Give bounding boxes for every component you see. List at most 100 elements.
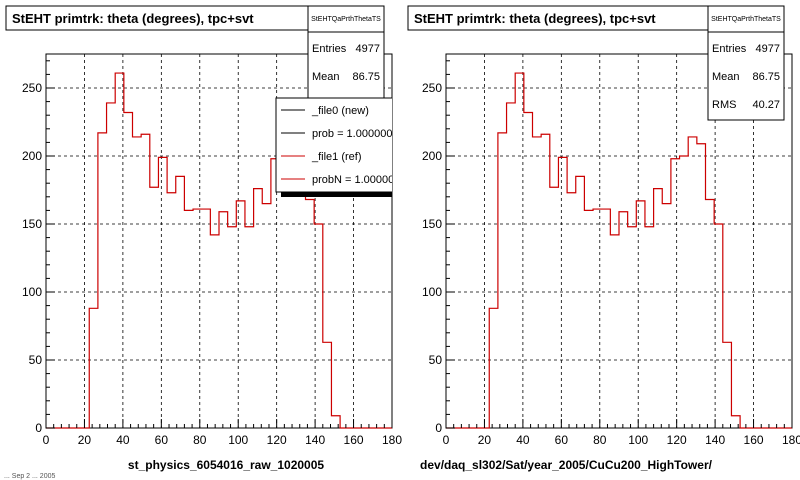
histogram-bin [636, 201, 645, 428]
x-tick-label: 20 [78, 433, 92, 447]
left-xlabel: st_physics_6054016_raw_1020005 [128, 458, 324, 472]
histogram-series-line [446, 72, 792, 429]
x-tick-label: 180 [382, 433, 402, 447]
histogram-bin [236, 201, 245, 428]
footer-timestamp: ... Sep 2 ... 2005 [4, 473, 55, 480]
histogram-bin [706, 200, 715, 428]
histogram-bin [323, 342, 332, 428]
histogram-bin [314, 224, 323, 428]
histogram-bin [254, 189, 263, 428]
histogram-bin [228, 227, 237, 428]
histogram-bin [210, 235, 219, 428]
histogram-bin [602, 209, 611, 428]
histogram-bin [133, 137, 142, 428]
histogram-bin [176, 176, 185, 428]
y-tick-label: 0 [435, 421, 442, 435]
right-axes: 0 20 40 60 80 100 120 140 160 180 0 50 100 150 200 250 [422, 60, 800, 447]
histogram-bin [507, 103, 516, 428]
y-tick-label: 200 [22, 149, 42, 163]
x-tick-label: 0 [43, 433, 50, 447]
y-tick-label: 200 [422, 149, 442, 163]
legend-entry-prob: prob = 1.000000 [312, 128, 392, 140]
histogram-bin [671, 159, 680, 428]
right-stats-mean-value: 86.75 [752, 71, 780, 83]
legend-entry-file0: _file0 (new) [311, 105, 369, 117]
histogram-bin [498, 133, 507, 428]
histogram-bin [115, 73, 124, 428]
left-stats-mean-label: Mean [312, 71, 340, 83]
right-xlabel: dev/daq_sl302/Sat/year_2005/CuCu200_High… [420, 458, 713, 472]
left-title: StEHT primtrk: theta (degrees), tpc+svt [12, 11, 254, 26]
right-stats-entries-label: Entries [712, 43, 747, 55]
histogram-bin [662, 204, 671, 428]
right-stats-mean-label: Mean [712, 71, 740, 83]
right-stats-rms-label: RMS [712, 99, 736, 111]
histogram-bin [141, 134, 150, 428]
histogram-bin [124, 112, 133, 428]
y-tick-label: 150 [22, 217, 42, 231]
histogram-bin [619, 212, 628, 428]
histogram-bin [714, 224, 723, 428]
histogram-bin [697, 144, 706, 428]
x-tick-label: 120 [667, 433, 687, 447]
histogram-bin [245, 227, 254, 428]
x-tick-label: 60 [155, 433, 169, 447]
left-stats-mean-value: 86.75 [352, 71, 380, 83]
histogram-bin [150, 187, 159, 428]
x-tick-label: 40 [116, 433, 130, 447]
x-tick-label: 160 [744, 433, 764, 447]
histogram-bin [489, 308, 498, 428]
histogram-bin [567, 193, 576, 428]
histogram-bin [610, 235, 619, 428]
x-tick-label: 100 [628, 433, 648, 447]
histogram-bin [645, 227, 654, 428]
x-tick-label: 140 [705, 433, 725, 447]
y-tick-label: 50 [429, 353, 443, 367]
x-tick-label: 120 [267, 433, 287, 447]
y-tick-label: 250 [22, 81, 42, 95]
y-tick-label: 0 [35, 421, 42, 435]
legend-entry-probn: probN = 1.000000 [312, 174, 400, 186]
left-stats-name: StEHTQaPrthThetaTS [311, 16, 381, 23]
y-tick-label: 250 [422, 81, 442, 95]
right-stats-rms-value: 40.27 [752, 99, 780, 111]
y-tick-label: 100 [422, 285, 442, 299]
y-tick-label: 100 [22, 285, 42, 299]
x-tick-label: 0 [443, 433, 450, 447]
x-tick-label: 20 [478, 433, 492, 447]
left-stats-entries-value: 4977 [356, 43, 380, 55]
histogram-bin [271, 159, 280, 428]
x-tick-label: 80 [593, 433, 607, 447]
histogram-bin [202, 209, 211, 428]
histogram-bin [628, 227, 637, 428]
histogram-bin [558, 157, 567, 428]
histogram-bin [158, 157, 167, 428]
left-title-box [5, 5, 309, 31]
left-stats-box [307, 5, 385, 101]
x-tick-label: 160 [344, 433, 364, 447]
left-histogram [46, 72, 392, 429]
y-tick-label: 50 [29, 353, 43, 367]
right-histogram [446, 72, 792, 429]
histogram-bin [541, 134, 550, 428]
histogram-bin [593, 209, 602, 428]
histogram-bin [584, 210, 593, 428]
histogram-bin [654, 189, 663, 428]
legend-box [275, 97, 392, 193]
right-stats-name: StEHTQaPrthThetaTS [711, 16, 781, 23]
right-panel: 0 20 40 60 80 100 120 140 160 180050100150200250 … [407, 5, 800, 472]
histogram-bin [193, 209, 202, 428]
histogram-bin [731, 416, 740, 428]
histogram-bin [184, 210, 193, 428]
histogram-bin [550, 187, 559, 428]
histogram-bin [219, 212, 228, 428]
histogram-bin [306, 200, 315, 428]
x-tick-label: 60 [555, 433, 569, 447]
histogram-bin [680, 156, 689, 428]
histogram-bin [98, 133, 107, 428]
histogram-bin [576, 176, 585, 428]
left-axes: 0 20 40 60 80 100 120 140 160 180 0 50 100 150 200 250 [22, 60, 402, 447]
right-title-box [407, 5, 711, 31]
histogram-series-line [46, 72, 392, 429]
